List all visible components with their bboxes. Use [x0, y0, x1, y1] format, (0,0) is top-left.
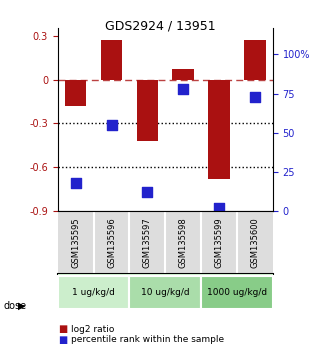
Point	[73, 180, 78, 186]
Text: percentile rank within the sample: percentile rank within the sample	[71, 335, 224, 344]
Text: dose: dose	[3, 301, 26, 311]
Text: 1000 ug/kg/d: 1000 ug/kg/d	[207, 287, 267, 297]
Text: GSM135595: GSM135595	[71, 217, 80, 268]
Text: GSM135597: GSM135597	[143, 217, 152, 268]
Bar	[208, 80, 230, 179]
FancyBboxPatch shape	[129, 276, 201, 309]
Point	[145, 189, 150, 195]
Text: ■: ■	[58, 324, 67, 334]
Bar	[65, 80, 86, 106]
Text: 10 ug/kg/d: 10 ug/kg/d	[141, 287, 190, 297]
Bar	[137, 80, 158, 141]
Text: 1 ug/kg/d: 1 ug/kg/d	[72, 287, 115, 297]
Text: ▶: ▶	[18, 301, 25, 311]
Text: log2 ratio: log2 ratio	[71, 325, 114, 334]
Point	[252, 94, 257, 99]
FancyBboxPatch shape	[58, 276, 129, 309]
Text: GSM135596: GSM135596	[107, 217, 116, 268]
Text: ■: ■	[58, 335, 67, 345]
Bar	[101, 40, 122, 80]
Bar	[244, 40, 266, 80]
Text: GSM135599: GSM135599	[214, 217, 224, 268]
Text: GSM135600: GSM135600	[250, 217, 259, 268]
Point	[216, 205, 221, 211]
Text: GDS2924 / 13951: GDS2924 / 13951	[105, 19, 216, 33]
Text: GSM135598: GSM135598	[179, 217, 188, 268]
Point	[109, 122, 114, 128]
FancyBboxPatch shape	[201, 276, 273, 309]
Bar	[172, 69, 194, 80]
Point	[181, 86, 186, 92]
